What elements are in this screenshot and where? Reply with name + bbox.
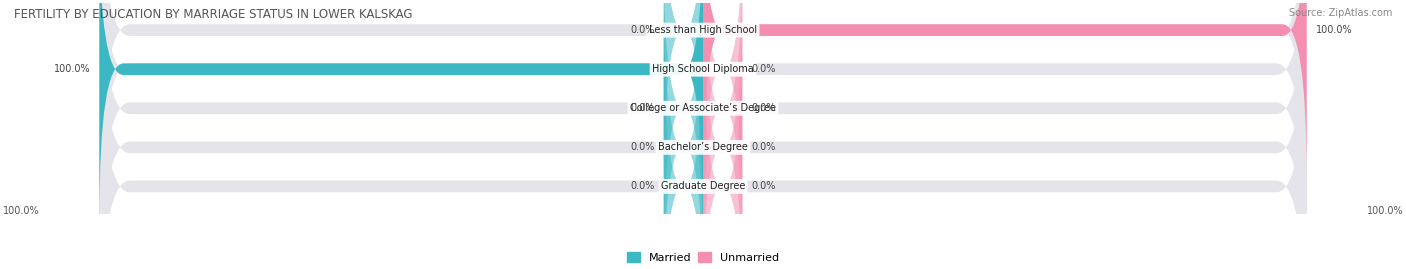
- FancyBboxPatch shape: [703, 0, 1306, 180]
- FancyBboxPatch shape: [703, 36, 742, 269]
- Text: 0.0%: 0.0%: [630, 103, 655, 113]
- FancyBboxPatch shape: [664, 0, 703, 269]
- FancyBboxPatch shape: [703, 0, 742, 220]
- FancyBboxPatch shape: [703, 0, 742, 269]
- FancyBboxPatch shape: [703, 0, 742, 259]
- Text: Source: ZipAtlas.com: Source: ZipAtlas.com: [1288, 8, 1392, 18]
- FancyBboxPatch shape: [664, 0, 703, 180]
- Text: 0.0%: 0.0%: [751, 64, 776, 74]
- Text: 0.0%: 0.0%: [751, 181, 776, 192]
- Text: 100.0%: 100.0%: [53, 64, 90, 74]
- Text: 100.0%: 100.0%: [1367, 206, 1403, 216]
- Text: 100.0%: 100.0%: [3, 206, 39, 216]
- Text: 0.0%: 0.0%: [630, 142, 655, 152]
- FancyBboxPatch shape: [664, 0, 703, 259]
- Text: 100.0%: 100.0%: [1316, 25, 1353, 35]
- Text: Bachelor’s Degree: Bachelor’s Degree: [658, 142, 748, 152]
- FancyBboxPatch shape: [100, 0, 1306, 269]
- Text: Graduate Degree: Graduate Degree: [661, 181, 745, 192]
- FancyBboxPatch shape: [100, 0, 1306, 220]
- Text: 0.0%: 0.0%: [630, 25, 655, 35]
- FancyBboxPatch shape: [100, 0, 1306, 269]
- Text: 0.0%: 0.0%: [751, 142, 776, 152]
- Text: College or Associate’s Degree: College or Associate’s Degree: [630, 103, 776, 113]
- Text: FERTILITY BY EDUCATION BY MARRIAGE STATUS IN LOWER KALSKAG: FERTILITY BY EDUCATION BY MARRIAGE STATU…: [14, 8, 412, 21]
- Text: High School Diploma: High School Diploma: [652, 64, 754, 74]
- Text: Less than High School: Less than High School: [650, 25, 756, 35]
- Text: 0.0%: 0.0%: [630, 181, 655, 192]
- FancyBboxPatch shape: [664, 36, 703, 269]
- FancyBboxPatch shape: [100, 0, 703, 220]
- Legend: Married, Unmarried: Married, Unmarried: [621, 248, 785, 267]
- FancyBboxPatch shape: [100, 0, 1306, 269]
- FancyBboxPatch shape: [100, 0, 1306, 259]
- Text: 0.0%: 0.0%: [751, 103, 776, 113]
